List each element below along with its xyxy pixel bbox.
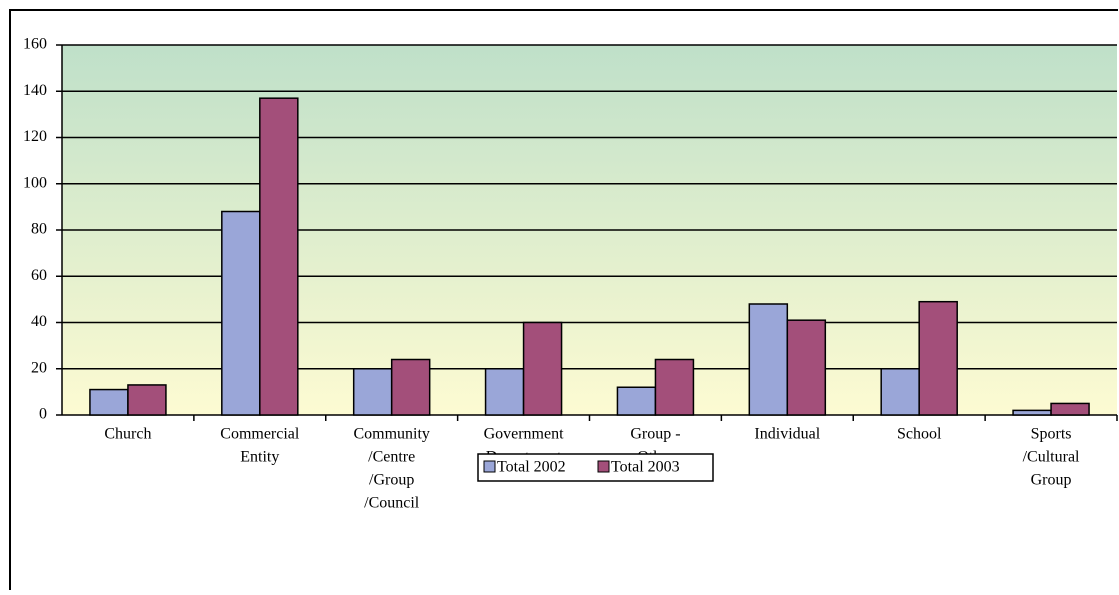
bar xyxy=(880,368,920,416)
y-tick-label: 160 xyxy=(23,36,47,53)
y-tick-label: 100 xyxy=(23,174,47,191)
bar xyxy=(522,321,563,416)
x-tick-label: Church xyxy=(104,426,151,443)
x-tick-label: Group - xyxy=(630,426,680,443)
x-tick-label: Group xyxy=(1031,472,1072,489)
x-tick-label: /Council xyxy=(364,495,420,512)
x-tick-label: /Cultural xyxy=(1023,449,1080,466)
bar xyxy=(654,358,695,416)
y-tick-label: 0 xyxy=(39,406,47,423)
bar xyxy=(616,386,657,416)
legend-box xyxy=(477,453,714,482)
y-tick-label: 140 xyxy=(23,82,47,99)
bar xyxy=(748,303,789,416)
legend-swatch xyxy=(597,460,610,473)
x-tick-label: Government xyxy=(484,426,565,443)
legend-label: Total 2003 xyxy=(611,459,680,476)
x-tick-label: Commercial xyxy=(220,426,300,443)
bar xyxy=(259,97,299,416)
bar xyxy=(1050,402,1090,416)
y-tick-label: 80 xyxy=(31,221,47,238)
bar xyxy=(1012,409,1052,416)
bar xyxy=(352,368,393,416)
y-tick-label: 60 xyxy=(31,267,47,284)
bar xyxy=(127,384,167,416)
legend-swatch xyxy=(483,460,496,473)
bar xyxy=(390,358,431,416)
bar xyxy=(484,368,525,416)
y-tick-label: 20 xyxy=(31,359,47,376)
x-tick-label: /Centre xyxy=(368,449,415,466)
x-tick-label: Individual xyxy=(754,426,820,443)
x-tick-label: Entity xyxy=(240,449,279,466)
y-tick-label: 120 xyxy=(23,128,47,145)
y-tick-label: 40 xyxy=(31,313,47,330)
legend-label: Total 2002 xyxy=(497,459,566,476)
bar xyxy=(89,388,129,416)
x-tick-label: School xyxy=(897,426,942,443)
bar xyxy=(918,300,958,416)
x-tick-label: Sports xyxy=(1031,426,1072,443)
frame xyxy=(9,9,1118,590)
x-tick-label: Community xyxy=(353,426,429,443)
bar xyxy=(221,210,261,416)
bar xyxy=(786,319,827,416)
x-tick-label: /Group xyxy=(369,472,414,489)
